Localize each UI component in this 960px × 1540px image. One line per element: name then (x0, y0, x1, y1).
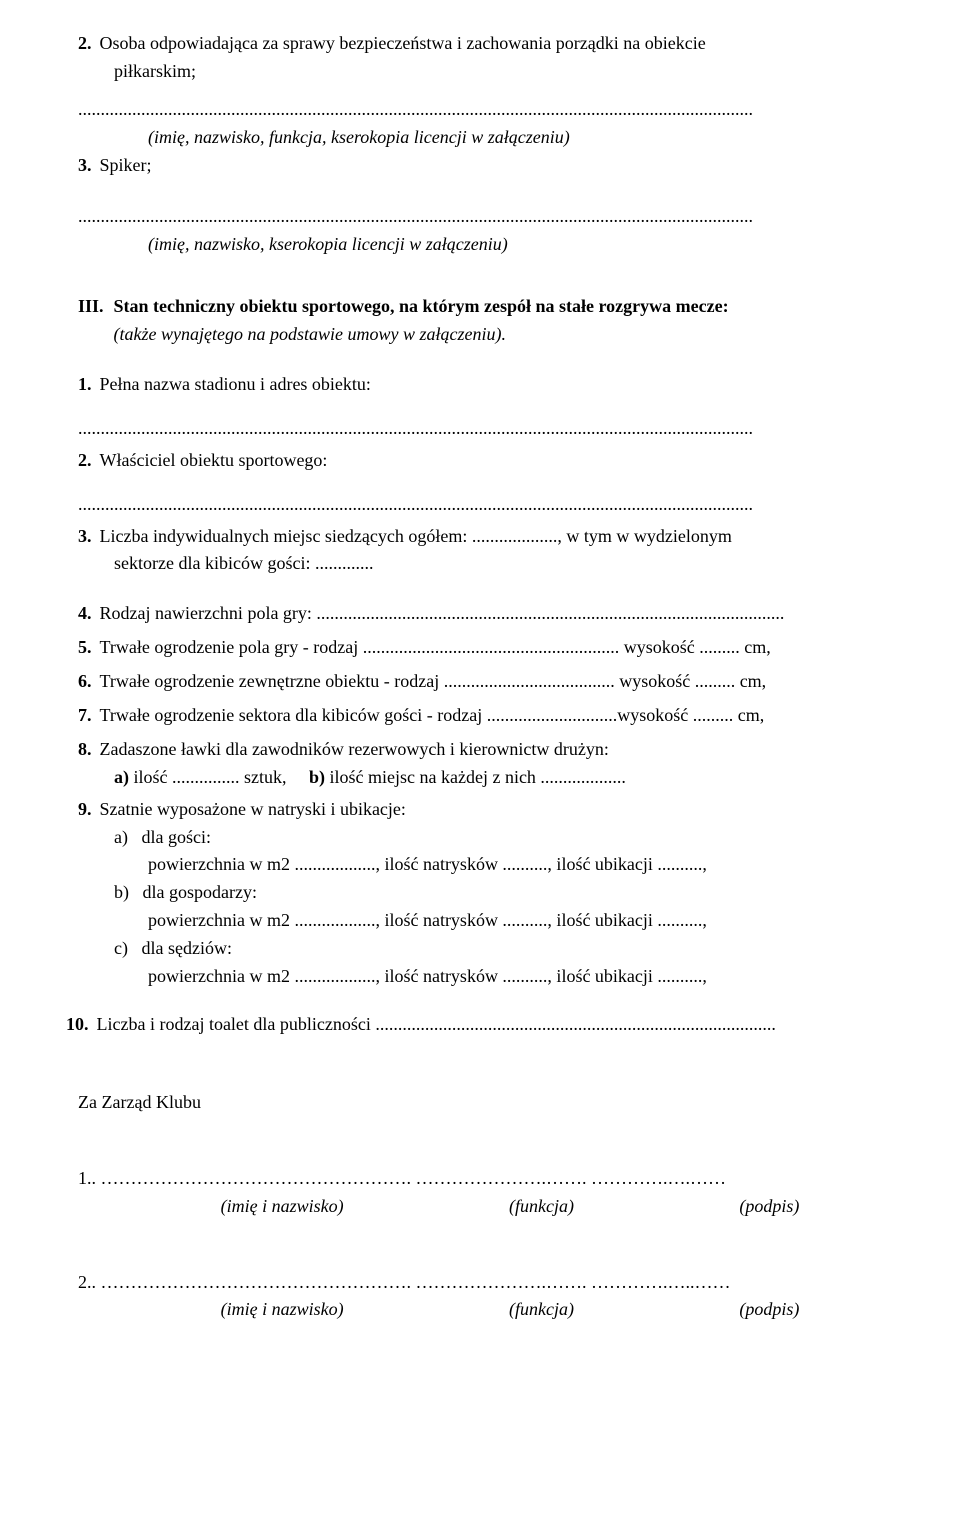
q9-num: 9. (78, 796, 92, 824)
sig1-labels: (imię i nazwisko) (funkcja) (podpis) (78, 1193, 882, 1221)
section-3-subtitle: (także wynajętego na podstawie umowy w z… (114, 321, 729, 349)
item-3-text: Spiker; (100, 152, 883, 180)
q6: 6. Trwałe ogrodzenie zewnętrzne obiektu … (78, 668, 882, 696)
item-3: 3. Spiker; (78, 152, 882, 180)
q2-num: 2. (78, 447, 92, 475)
q9-b-label: b) (114, 882, 129, 902)
section-3-body: Stan techniczny obiektu sportowego, na k… (114, 293, 729, 349)
sig-label-name: (imię i nazwisko) (221, 1193, 344, 1221)
q1-text: Pełna nazwa stadionu i adres obiektu: (100, 371, 883, 399)
q9-a-text: dla gości: (141, 827, 211, 847)
signature-1: 1.. ……………………………………………. ………………….……. ………….… (78, 1165, 882, 1193)
q9-text: Szatnie wyposażone w natryski i ubikacje… (100, 796, 883, 824)
item-2: 2. Osoba odpowiadająca za sprawy bezpiec… (78, 30, 882, 58)
section-3-title: Stan techniczny obiektu sportowego, na k… (114, 293, 729, 321)
q8-a-label: a) (114, 767, 129, 787)
q10: 10. Liczba i rodzaj toalet dla publiczno… (78, 1011, 882, 1039)
q2-text: Właściciel obiektu sportowego: (100, 447, 883, 475)
q6-text: Trwałe ogrodzenie zewnętrzne obiektu - r… (100, 668, 883, 696)
sig-label-sign: (podpis) (739, 1193, 799, 1221)
sig2-dots: . ……………………………………………. ………………….……. ………….….… (92, 1272, 731, 1292)
sig2-num: 2. (78, 1272, 92, 1292)
q8-num: 8. (78, 736, 92, 764)
q7: 7. Trwałe ogrodzenie sektora dla kibiców… (78, 702, 882, 730)
signature-2: 2.. ……………………………………………. ………………….……. ………….… (78, 1269, 882, 1297)
q9-b-text: dla gospodarzy: (143, 882, 257, 902)
q10-text: Liczba i rodzaj toalet dla publiczności … (97, 1011, 883, 1039)
q3: 3. Liczba indywidualnych miejsc siedzący… (78, 523, 882, 551)
item-2-line1: Osoba odpowiadająca za sprawy bezpieczeń… (100, 33, 706, 53)
section-3-num: III. (78, 293, 104, 349)
q5-text: Trwałe ogrodzenie pola gry - rodzaj ....… (100, 634, 883, 662)
sig2-labels: (imię i nazwisko) (funkcja) (podpis) (78, 1296, 882, 1324)
q3-line2: sektorze dla kibiców gości: ............… (114, 550, 882, 578)
q4: 4. Rodzaj nawierzchni pola gry: ........… (78, 600, 882, 628)
caption-a: (imię, nazwisko, funkcja, kserokopia lic… (148, 124, 882, 152)
q9-b-detail: powierzchnia w m2 .................., il… (148, 907, 882, 935)
q7-text: Trwałe ogrodzenie sektora dla kibiców go… (100, 702, 883, 730)
q9-c: c) dla sędziów: (114, 935, 882, 963)
item-2-num: 2. (78, 30, 92, 58)
sig1-num: 1. (78, 1168, 92, 1188)
q4-text: Rodzaj nawierzchni pola gry: ...........… (100, 600, 883, 628)
q10-num: 10. (66, 1011, 89, 1039)
q3-line1: Liczba indywidualnych miejsc siedzących … (100, 523, 883, 551)
q3-num: 3. (78, 523, 92, 551)
sig1-dots: . ……………………………………………. ………………….……. ………….….… (92, 1168, 727, 1188)
q8-a-text: ilość ............... sztuk, (134, 767, 287, 787)
q1: 1. Pełna nazwa stadionu i adres obiektu: (78, 371, 882, 399)
section-3: III. Stan techniczny obiektu sportowego,… (78, 293, 882, 349)
document-page: 2. Osoba odpowiadająca za sprawy bezpiec… (0, 0, 960, 1540)
q1-num: 1. (78, 371, 92, 399)
q9-b: b) dla gospodarzy: (114, 879, 882, 907)
dotted-line-1: ........................................… (78, 96, 882, 124)
sig-label-name-2: (imię i nazwisko) (221, 1296, 344, 1324)
q8: 8. Zadaszone ławki dla zawodników rezerw… (78, 736, 882, 764)
q9-c-label: c) (114, 938, 128, 958)
dotted-line-q1: ........................................… (78, 415, 882, 443)
q5: 5. Trwałe ogrodzenie pola gry - rodzaj .… (78, 634, 882, 662)
q9-c-detail: powierzchnia w m2 .................., il… (148, 963, 882, 991)
q9: 9. Szatnie wyposażone w natryski i ubika… (78, 796, 882, 824)
item-2-text: Osoba odpowiadająca za sprawy bezpieczeń… (100, 30, 883, 58)
item-2-line2: piłkarskim; (114, 58, 882, 86)
q9-c-text: dla sędziów: (141, 938, 231, 958)
closing: Za Zarząd Klubu (78, 1089, 882, 1117)
q6-num: 6. (78, 668, 92, 696)
q8-b-text: ilość miejsc na każdej z nich ..........… (330, 767, 626, 787)
q5-num: 5. (78, 634, 92, 662)
sig-label-func-2: (funkcja) (509, 1296, 574, 1324)
caption-b: (imię, nazwisko, kserokopia licencji w z… (148, 231, 882, 259)
q9-a-detail: powierzchnia w m2 .................., il… (148, 851, 882, 879)
dotted-line-q2: ........................................… (78, 491, 882, 519)
q4-num: 4. (78, 600, 92, 628)
q8-sub: a) ilość ............... sztuk, b) ilość… (114, 764, 882, 792)
q2: 2. Właściciel obiektu sportowego: (78, 447, 882, 475)
q9-a-label: a) (114, 827, 128, 847)
sig-label-sign-2: (podpis) (739, 1296, 799, 1324)
q9-a: a) dla gości: (114, 824, 882, 852)
q7-num: 7. (78, 702, 92, 730)
sig-label-func: (funkcja) (509, 1193, 574, 1221)
item-3-num: 3. (78, 152, 92, 180)
q8-b-label: b) (309, 767, 325, 787)
dotted-line-2: ........................................… (78, 203, 882, 231)
q8-text: Zadaszone ławki dla zawodników rezerwowy… (100, 736, 883, 764)
